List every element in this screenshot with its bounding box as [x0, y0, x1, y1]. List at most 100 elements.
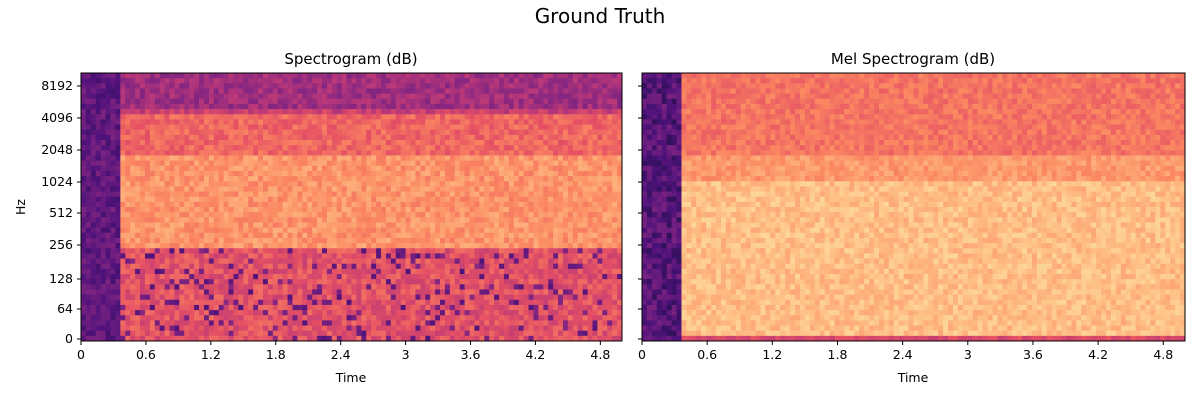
heatmap-cell: [479, 176, 485, 182]
heatmap-cell: [213, 304, 220, 311]
heatmap-cell: [538, 124, 544, 131]
heatmap-cell: [149, 263, 156, 270]
heatmap-cell: [258, 263, 264, 270]
heatmap-cell: [464, 114, 471, 120]
heatmap-cell: [258, 196, 264, 203]
heatmap-cell: [159, 320, 166, 327]
heatmap-cell: [267, 196, 274, 203]
heatmap-cell: [410, 330, 416, 337]
heatmap-cell: [533, 78, 539, 84]
heatmap-cell: [395, 145, 402, 151]
heatmap-cell: [410, 212, 416, 218]
heatmap-cell: [287, 299, 293, 306]
heatmap-cell: [454, 186, 461, 193]
heatmap-cell: [302, 294, 308, 301]
heatmap-cell: [331, 93, 338, 100]
heatmap-cell: [484, 93, 490, 100]
heatmap-cell: [444, 289, 451, 296]
heatmap-cell: [85, 186, 92, 193]
heatmap-cell: [489, 191, 495, 198]
heatmap-cell: [174, 289, 180, 296]
heatmap-cell: [272, 201, 279, 208]
heatmap-cell: [523, 299, 530, 306]
heatmap-cell: [454, 212, 461, 218]
heatmap-cell: [258, 109, 264, 115]
heatmap-cell: [508, 73, 515, 79]
heatmap-cell: [336, 227, 343, 234]
heatmap-cell: [543, 227, 549, 234]
heatmap-cell: [287, 294, 293, 301]
heatmap-cell: [228, 186, 234, 193]
heatmap-cell: [385, 232, 392, 239]
heatmap-cell: [400, 78, 407, 84]
heatmap-cell: [199, 335, 205, 342]
heatmap-cell: [494, 73, 500, 79]
heatmap-cell: [444, 196, 451, 203]
heatmap-cell: [326, 93, 333, 100]
heatmap-cell: [208, 103, 215, 110]
heatmap-cell: [385, 140, 392, 146]
heatmap-cell: [415, 109, 421, 115]
heatmap-cell: [444, 212, 451, 218]
heatmap-cell: [223, 330, 230, 337]
heatmap-cell: [326, 263, 333, 270]
heatmap-cell: [81, 237, 87, 244]
heatmap-cell: [194, 268, 200, 275]
heatmap-cell: [248, 335, 254, 342]
heatmap-cell: [395, 160, 402, 167]
heatmap-cell: [85, 310, 92, 316]
heatmap-cell: [135, 279, 141, 285]
heatmap-cell: [223, 103, 230, 110]
heatmap-cell: [459, 155, 466, 162]
heatmap-cell: [390, 207, 397, 213]
heatmap-cell: [233, 201, 239, 208]
heatmap-cell: [110, 335, 116, 342]
heatmap-cell: [464, 268, 471, 275]
heatmap-cell: [361, 330, 367, 337]
heatmap-cell: [469, 114, 475, 120]
heatmap-cell: [253, 134, 259, 141]
heatmap-cell: [81, 279, 87, 285]
heatmap-cell: [184, 320, 190, 327]
heatmap-cell: [208, 191, 215, 198]
heatmap-cell: [385, 248, 392, 254]
heatmap-cell: [346, 232, 352, 239]
heatmap-cell: [312, 114, 318, 120]
heatmap-cell: [548, 217, 554, 223]
heatmap-cell: [194, 253, 200, 260]
heatmap-cell: [302, 78, 308, 84]
heatmap-cell: [297, 315, 303, 321]
heatmap-cell: [130, 243, 136, 249]
heatmap-cell: [81, 232, 87, 239]
heatmap-cell: [203, 217, 210, 223]
heatmap-cell: [503, 93, 510, 100]
heatmap-cell: [228, 253, 234, 260]
heatmap-cell: [523, 222, 530, 229]
heatmap-cell: [454, 263, 461, 270]
heatmap-cell: [203, 109, 210, 115]
heatmap-cell: [543, 119, 549, 126]
heatmap-cell: [454, 73, 461, 79]
heatmap-cell: [297, 274, 303, 280]
heatmap-cell: [464, 325, 471, 332]
heatmap-cell: [528, 315, 534, 321]
heatmap-cell: [430, 258, 436, 265]
heatmap-cell: [267, 310, 274, 316]
heatmap-cell: [228, 279, 234, 285]
heatmap-cell: [243, 299, 249, 306]
heatmap-cell: [120, 119, 126, 126]
heatmap-cell: [95, 258, 102, 265]
heatmap-cell: [435, 320, 441, 327]
heatmap-cell: [189, 83, 195, 89]
heatmap-cell: [444, 176, 451, 182]
heatmap-cell: [312, 73, 318, 79]
heatmap-cell: [144, 217, 151, 223]
heatmap-cell: [469, 119, 475, 126]
heatmap-cell: [346, 114, 352, 120]
heatmap-cell: [203, 320, 210, 327]
heatmap-cell: [523, 165, 530, 172]
heatmap-cell: [474, 212, 480, 218]
heatmap-cell: [415, 253, 421, 260]
heatmap-cell: [243, 248, 249, 254]
heatmap-cell: [351, 299, 357, 306]
